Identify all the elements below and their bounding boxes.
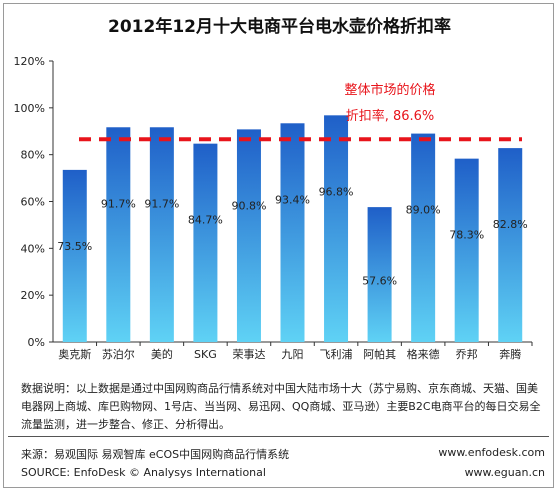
x-tick-label: 奥克斯 (58, 347, 91, 361)
reference-label-line1: 整体市场的价格 (344, 82, 435, 98)
y-tick-label: 80% (21, 149, 45, 162)
y-tick-label: 0% (28, 336, 45, 349)
y-tick-label: 60% (21, 196, 45, 209)
bar (498, 148, 523, 342)
bar-chart: 0% 20% 40% 60% 80% 100% 120% 奥克斯 苏泊尔 美的 SKG 荣事达 九阳 飞利… (14, 55, 533, 361)
bar (62, 169, 87, 342)
footer-divider (8, 436, 549, 437)
x-tick-label: 荣事达 (232, 348, 265, 361)
chart-title: 2012年12月十大电商平台电水壶价格折扣率 (108, 17, 451, 37)
bar (324, 115, 349, 343)
website-eguan: www.eguan.cn (464, 466, 545, 479)
x-tick-label: 格来德 (407, 347, 440, 361)
value-labels: 73.5% 91.7% 91.7% 84.7% 90.8% 93.4% 96.8% 57.6%… (57, 185, 527, 287)
data-label: 91.7% (101, 197, 136, 210)
bars (62, 115, 523, 343)
y-tick-label: 20% (21, 289, 45, 302)
data-label: 96.8% (319, 185, 354, 198)
data-label: 57.6% (362, 275, 397, 288)
x-tick-label: 美的 (151, 347, 173, 361)
data-label: 82.8% (493, 218, 528, 231)
bar (236, 129, 261, 342)
axes: 0% 20% 40% 60% 80% 100% 120% 奥克斯 苏泊尔 美的 SKG 荣事达 九阳 飞利… (14, 55, 533, 361)
source-cn: 来源：易观国际 易观智库 eCOS中国网购商品行情系统 (21, 448, 290, 461)
data-label: 84.7% (188, 214, 223, 227)
data-label: 89.0% (406, 204, 441, 217)
data-label: 90.8% (231, 199, 266, 212)
data-label: 73.5% (57, 240, 92, 253)
bar (367, 207, 392, 342)
bar (454, 158, 479, 342)
x-tick-label: 奔腾 (499, 347, 521, 361)
bar (106, 127, 131, 342)
x-tick-label: 阿帕其 (363, 347, 396, 361)
website-enfodesk: www.enfodesk.com (438, 446, 545, 459)
bar (411, 133, 436, 342)
reference-label-line2: 折扣率, 86.6% (346, 108, 435, 124)
x-tick-label: 飞利浦 (320, 348, 353, 361)
data-label: 78.3% (449, 229, 484, 242)
data-label: 91.7% (144, 197, 179, 210)
bar (149, 127, 174, 342)
data-label: 93.4% (275, 193, 310, 206)
source-en: SOURCE: EnfoDesk © Analysys Internationa… (21, 466, 266, 479)
x-tick-label: 九阳 (282, 348, 304, 361)
x-tick-label: 苏泊尔 (102, 348, 135, 361)
data-description: 数据说明：以上数据是通过中国网购商品行情系统对中国大陆市场十大（苏宁易购、京东商… (21, 382, 541, 431)
y-tick-label: 100% (14, 102, 45, 115)
x-tick-label: SKG (194, 348, 217, 361)
y-tick-label: 40% (21, 242, 45, 255)
y-tick-label: 120% (14, 55, 45, 68)
bar (193, 143, 218, 342)
x-tick-label: 乔邦 (456, 348, 478, 361)
bar (280, 123, 305, 342)
